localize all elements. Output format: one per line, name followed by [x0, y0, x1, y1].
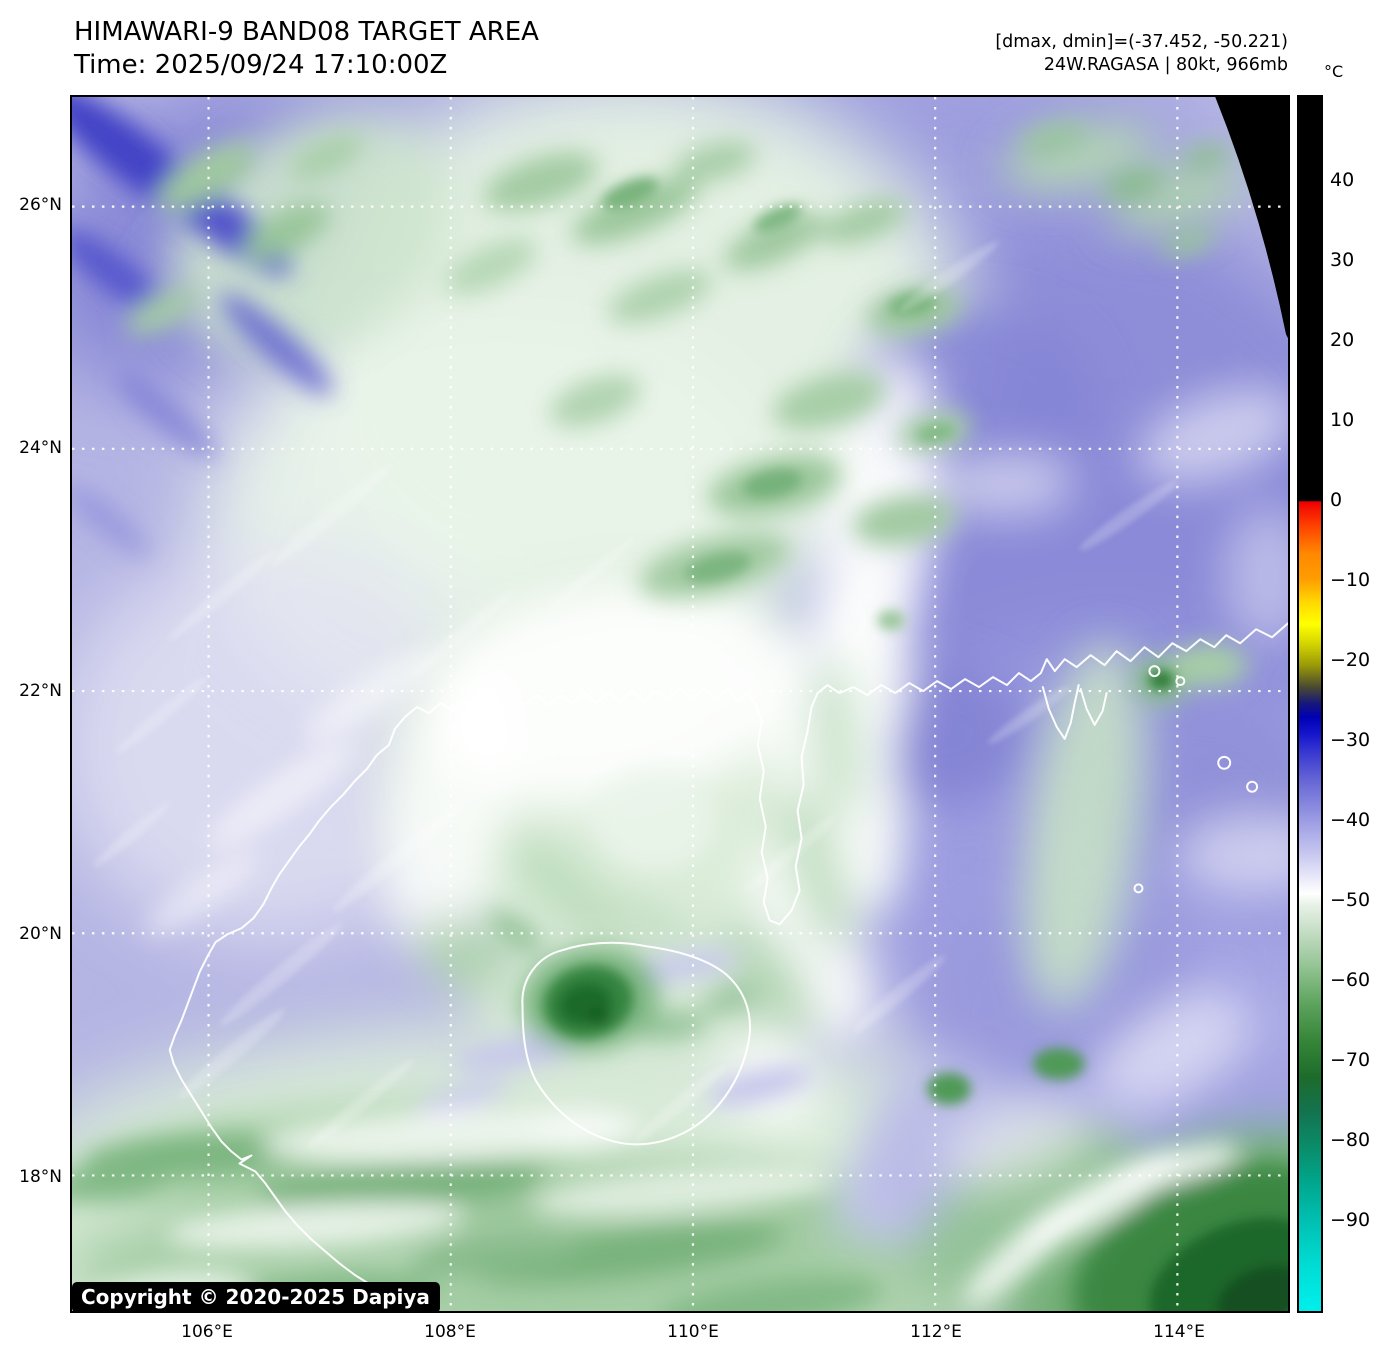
plot-time: Time: 2025/09/24 17:10:00Z — [74, 50, 448, 80]
coast-mainland — [168, 622, 1288, 1311]
coast-island — [1175, 676, 1186, 687]
colorbar-tick: 40 — [1330, 169, 1355, 191]
colorbar-tick: 30 — [1330, 249, 1355, 271]
lat-label-22n: 22°N — [19, 681, 62, 701]
plot-title-block: HIMAWARI-9 BAND08 TARGET AREA Time: 2025/… — [74, 16, 539, 82]
coast-estuary-1 — [1041, 684, 1080, 740]
coast-island — [1217, 755, 1232, 770]
colorbar-unit-label: °C — [1324, 62, 1344, 81]
lon-label-114e: 114°E — [1153, 1322, 1205, 1342]
plot-title: HIMAWARI-9 BAND08 TARGET AREA — [74, 17, 539, 47]
streak-texture — [93, 241, 1178, 1149]
lat-label-24n: 24°N — [19, 438, 62, 458]
colorbar-tick: −90 — [1330, 1209, 1371, 1231]
coast-estuary-2 — [1079, 688, 1108, 726]
lon-label-110e: 110°E — [667, 1322, 719, 1342]
colorbar-tick: 0 — [1330, 489, 1343, 511]
colorbar-tick: −30 — [1330, 729, 1371, 751]
dmax-dmin-label: [dmax, dmin]=(-37.452, -50.221) — [995, 32, 1288, 52]
temperature-colorbar — [1297, 95, 1323, 1313]
lat-label-18n: 18°N — [19, 1167, 62, 1187]
lon-label-106e: 106°E — [181, 1322, 233, 1342]
colorbar-tick: −40 — [1330, 809, 1371, 831]
lon-label-112e: 112°E — [910, 1322, 962, 1342]
colorbar-tick: 20 — [1330, 329, 1355, 351]
graticule — [72, 97, 1288, 1311]
colorbar-tick: −10 — [1330, 569, 1371, 591]
copyright-badge: Copyright © 2020-2025 Dapiya — [72, 1282, 440, 1313]
lat-label-20n: 20°N — [19, 924, 62, 944]
coast-island — [1148, 665, 1161, 678]
coast-hainan — [521, 941, 751, 1146]
colorbar-tick: −70 — [1330, 1049, 1371, 1071]
coast-island — [1133, 883, 1144, 894]
colorbar-tick: −20 — [1330, 649, 1371, 671]
convective-cores — [543, 177, 1288, 1311]
storm-info-label: 24W.RAGASA | 80kt, 966mb — [1043, 55, 1288, 75]
colorbar-tick: −50 — [1330, 889, 1371, 911]
coastline — [168, 622, 1288, 1311]
colorbar-tick: −80 — [1330, 1129, 1371, 1151]
satellite-image — [72, 97, 1288, 1311]
colorbar-tick: −60 — [1330, 969, 1371, 991]
colorbar-tick: 10 — [1330, 409, 1355, 431]
lat-label-26n: 26°N — [19, 195, 62, 215]
no-data-wedge — [1215, 97, 1288, 339]
satellite-map — [70, 95, 1290, 1313]
lon-label-108e: 108°E — [424, 1322, 476, 1342]
header-annotations: [dmax, dmin]=(-37.452, -50.221) 24W.RAGAS… — [995, 31, 1288, 77]
coast-island — [1246, 780, 1259, 793]
